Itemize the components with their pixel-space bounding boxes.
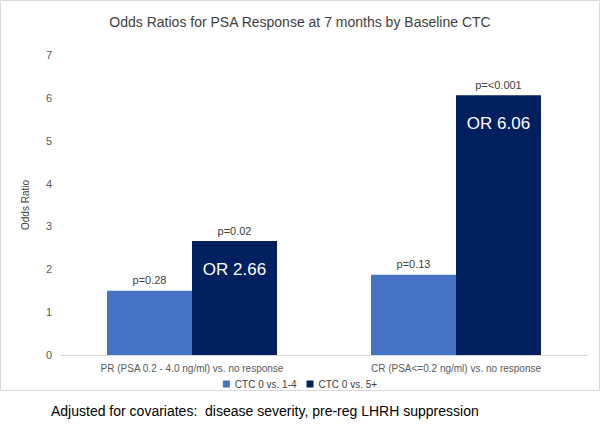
svg-text:4: 4 (46, 178, 52, 190)
svg-text:p=0.02: p=0.02 (218, 225, 252, 237)
svg-text:CTC 0 vs. 1-4: CTC 0 vs. 1-4 (235, 379, 297, 390)
svg-text:1: 1 (46, 306, 52, 318)
svg-text:6: 6 (46, 92, 52, 104)
svg-text:CR (PSA<=0.2 ng/ml) vs. no res: CR (PSA<=0.2 ng/ml) vs. no response (371, 363, 542, 374)
svg-text:CTC 0 vs. 5+: CTC 0 vs. 5+ (319, 379, 378, 390)
svg-text:5: 5 (46, 135, 52, 147)
svg-text:3: 3 (46, 220, 52, 232)
svg-text:p=<0.001: p=<0.001 (475, 79, 522, 91)
svg-text:PR (PSA 0.2 - 4.0 ng/ml) vs. n: PR (PSA 0.2 - 4.0 ng/ml) vs. no response (101, 363, 284, 374)
svg-text:p=0.13: p=0.13 (397, 258, 431, 270)
svg-text:7: 7 (46, 49, 52, 61)
svg-text:OR 2.66: OR 2.66 (203, 260, 266, 279)
svg-text:Odds Ratios for PSA Response a: Odds Ratios for PSA Response at 7 months… (109, 14, 490, 30)
svg-text:0: 0 (46, 349, 52, 361)
svg-text:Odds Ratio: Odds Ratio (20, 180, 31, 230)
svg-text:p=0.28: p=0.28 (133, 274, 167, 286)
svg-text:OR 6.06: OR 6.06 (467, 114, 530, 133)
svg-text:2: 2 (46, 263, 52, 275)
svg-text:Adjusted for covariates: dise: Adjusted for covariates: disease severit… (51, 403, 479, 419)
